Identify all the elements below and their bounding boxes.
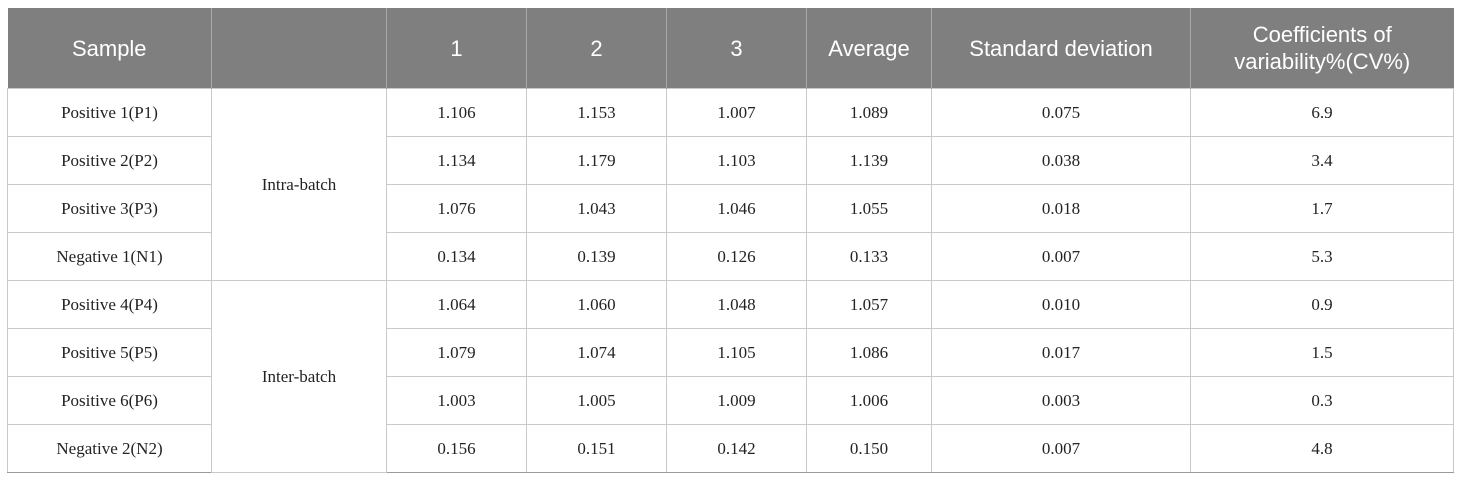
average-cell: 1.139: [806, 136, 932, 185]
header-group: [211, 8, 387, 89]
header-cv: Coefficients of variability%(CV%): [1190, 8, 1454, 89]
rep-3-cell: 1.009: [666, 376, 807, 425]
rep-3-cell: 0.142: [666, 424, 807, 473]
average-cell: 1.057: [806, 280, 932, 329]
header-rep-1: 1: [386, 8, 527, 89]
rep-3-cell: 1.048: [666, 280, 807, 329]
rep-1-cell: 1.076: [386, 184, 527, 233]
rep-1-cell: 1.079: [386, 328, 527, 377]
cv-cell: 0.9: [1190, 280, 1454, 329]
sample-cell: Positive 2(P2): [7, 136, 212, 185]
group-cell: Inter-batch: [211, 280, 387, 473]
rep-3-cell: 1.046: [666, 184, 807, 233]
sd-cell: 0.007: [931, 424, 1191, 473]
rep-1-cell: 1.003: [386, 376, 527, 425]
header-rep-3: 3: [666, 8, 807, 89]
rep-3-cell: 0.126: [666, 232, 807, 281]
header-sample: Sample: [7, 8, 212, 89]
sample-cell: Positive 3(P3): [7, 184, 212, 233]
rep-2-cell: 1.005: [526, 376, 667, 425]
rep-2-cell: 1.060: [526, 280, 667, 329]
rep-2-cell: 1.179: [526, 136, 667, 185]
rep-3-cell: 1.103: [666, 136, 807, 185]
sd-cell: 0.003: [931, 376, 1191, 425]
cv-cell: 6.9: [1190, 88, 1454, 137]
sd-cell: 0.038: [931, 136, 1191, 185]
rep-1-cell: 1.064: [386, 280, 527, 329]
table-row: Positive 3(P3) 1.076 1.043 1.046 1.055 0…: [7, 184, 1454, 233]
table-row: Positive 4(P4) Inter-batch 1.064 1.060 1…: [7, 280, 1454, 473]
header-average: Average: [806, 8, 932, 89]
average-cell: 1.086: [806, 328, 932, 377]
sample-cell: Positive 4(P4): [7, 280, 212, 329]
sample-cell: Positive 1(P1): [7, 88, 212, 137]
group-cell: Intra-batch: [211, 88, 387, 281]
cv-cell: 1.7: [1190, 184, 1454, 233]
sd-cell: 0.007: [931, 232, 1191, 281]
rep-2-cell: 1.153: [526, 88, 667, 137]
average-cell: 1.089: [806, 88, 932, 137]
table-row: Negative 1(N1) 0.134 0.139 0.126 0.133 0…: [7, 232, 1454, 281]
rep-1-cell: 0.134: [386, 232, 527, 281]
header-row: Sample 1 2 3 Average Standard deviation …: [7, 8, 1454, 89]
cv-cell: 3.4: [1190, 136, 1454, 185]
header-rep-2: 2: [526, 8, 667, 89]
sd-cell: 0.018: [931, 184, 1191, 233]
rep-3-cell: 1.007: [666, 88, 807, 137]
results-table: Sample 1 2 3 Average Standard deviation …: [7, 8, 1454, 473]
table-row: Positive 6(P6) 1.003 1.005 1.009 1.006 0…: [7, 376, 1454, 425]
header-standard-deviation: Standard deviation: [931, 8, 1191, 89]
rep-1-cell: 1.134: [386, 136, 527, 185]
table-row: Positive 1(P1) Intra-batch 1.106 1.153 1…: [7, 88, 1454, 281]
average-cell: 0.150: [806, 424, 932, 473]
sd-cell: 0.010: [931, 280, 1191, 329]
average-cell: 1.055: [806, 184, 932, 233]
rep-3-cell: 1.105: [666, 328, 807, 377]
rep-2-cell: 0.151: [526, 424, 667, 473]
table-row: Positive 5(P5) 1.079 1.074 1.105 1.086 0…: [7, 328, 1454, 377]
table-row: Positive 2(P2) 1.134 1.179 1.103 1.139 0…: [7, 136, 1454, 185]
rep-1-cell: 1.106: [386, 88, 527, 137]
rep-1-cell: 0.156: [386, 424, 527, 473]
sd-cell: 0.075: [931, 88, 1191, 137]
cv-cell: 5.3: [1190, 232, 1454, 281]
rep-2-cell: 1.043: [526, 184, 667, 233]
cv-cell: 0.3: [1190, 376, 1454, 425]
rep-2-cell: 0.139: [526, 232, 667, 281]
table-row: Negative 2(N2) 0.156 0.151 0.142 0.150 0…: [7, 424, 1454, 473]
average-cell: 1.006: [806, 376, 932, 425]
average-cell: 0.133: [806, 232, 932, 281]
sample-cell: Positive 5(P5): [7, 328, 212, 377]
sample-cell: Positive 6(P6): [7, 376, 212, 425]
rep-2-cell: 1.074: [526, 328, 667, 377]
sample-cell: Negative 2(N2): [7, 424, 212, 473]
sd-cell: 0.017: [931, 328, 1191, 377]
sample-cell: Negative 1(N1): [7, 232, 212, 281]
cv-cell: 1.5: [1190, 328, 1454, 377]
cv-cell: 4.8: [1190, 424, 1454, 473]
